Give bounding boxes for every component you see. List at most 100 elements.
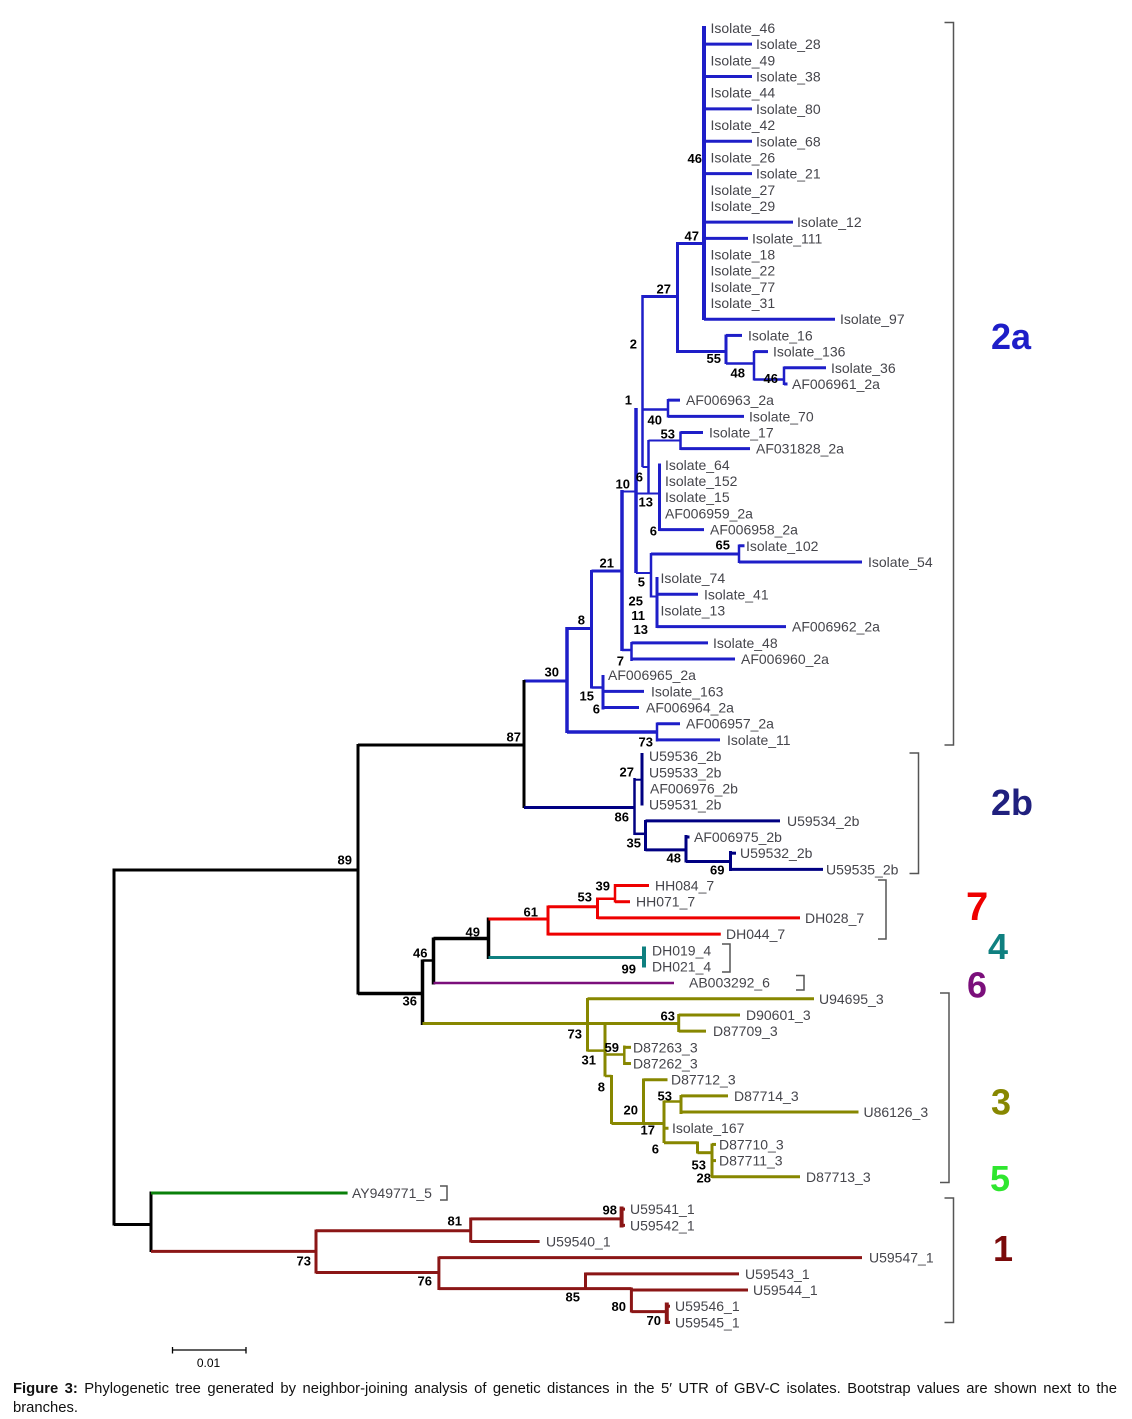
svg-text:59: 59	[605, 1040, 619, 1055]
svg-text:86: 86	[615, 810, 629, 825]
svg-text:AF006975_2b: AF006975_2b	[694, 829, 782, 845]
svg-text:Isolate_29: Isolate_29	[711, 198, 776, 214]
svg-text:2b: 2b	[991, 782, 1033, 823]
svg-text:Isolate_68: Isolate_68	[756, 133, 821, 149]
svg-text:U59546_1: U59546_1	[675, 1298, 740, 1314]
svg-text:Isolate_163: Isolate_163	[651, 683, 724, 699]
svg-text:15: 15	[580, 689, 594, 704]
svg-text:Isolate_167: Isolate_167	[672, 1120, 745, 1136]
svg-text:Isolate_102: Isolate_102	[746, 538, 819, 554]
svg-text:D87263_3: D87263_3	[633, 1039, 698, 1055]
svg-text:99: 99	[622, 962, 636, 977]
svg-text:31: 31	[582, 1053, 596, 1068]
svg-text:HH071_7: HH071_7	[636, 894, 695, 910]
svg-text:73: 73	[297, 1254, 311, 1269]
svg-text:11: 11	[631, 608, 645, 623]
svg-text:61: 61	[524, 905, 538, 920]
svg-text:25: 25	[629, 594, 643, 609]
svg-text:Isolate_74: Isolate_74	[661, 570, 726, 586]
svg-text:U59534_2b: U59534_2b	[787, 813, 860, 829]
svg-text:Isolate_11: Isolate_11	[727, 732, 791, 748]
svg-text:98: 98	[603, 1203, 617, 1218]
svg-text:47: 47	[685, 229, 699, 244]
svg-text:8: 8	[578, 613, 585, 628]
svg-text:Isolate_27: Isolate_27	[711, 182, 776, 198]
svg-text:D87709_3: D87709_3	[713, 1023, 778, 1039]
svg-text:U59541_1: U59541_1	[630, 1201, 695, 1217]
svg-text:DH021_4: DH021_4	[652, 958, 711, 974]
svg-text:1: 1	[625, 393, 632, 408]
svg-text:13: 13	[639, 495, 653, 510]
svg-text:U59543_1: U59543_1	[745, 1266, 810, 1282]
svg-text:48: 48	[731, 366, 745, 381]
svg-text:55: 55	[707, 351, 721, 366]
svg-text:U59532_2b: U59532_2b	[740, 845, 813, 861]
svg-text:U59542_1: U59542_1	[630, 1217, 695, 1233]
svg-text:Isolate_70: Isolate_70	[749, 408, 814, 424]
svg-text:U59536_2b: U59536_2b	[649, 748, 722, 764]
svg-text:Isolate_136: Isolate_136	[773, 344, 846, 360]
svg-text:AF006957_2a: AF006957_2a	[686, 716, 774, 732]
svg-text:87: 87	[507, 730, 521, 745]
svg-text:69: 69	[710, 863, 724, 878]
svg-text:65: 65	[716, 538, 730, 553]
svg-text:AF031828_2a: AF031828_2a	[756, 441, 844, 457]
svg-text:U59545_1: U59545_1	[675, 1314, 740, 1330]
svg-text:AF006963_2a: AF006963_2a	[686, 392, 774, 408]
svg-text:DH019_4: DH019_4	[652, 942, 711, 958]
svg-text:1: 1	[993, 1228, 1013, 1269]
svg-text:53: 53	[658, 1089, 672, 1104]
svg-text:10: 10	[616, 477, 630, 492]
svg-text:8: 8	[598, 1080, 605, 1095]
svg-text:46: 46	[688, 151, 702, 166]
svg-text:4: 4	[988, 926, 1008, 967]
svg-text:Isolate_28: Isolate_28	[756, 36, 821, 52]
svg-text:30: 30	[545, 665, 559, 680]
svg-text:Isolate_31: Isolate_31	[711, 295, 776, 311]
svg-text:7: 7	[617, 654, 624, 669]
svg-text:Isolate_38: Isolate_38	[756, 69, 821, 85]
svg-text:AF006959_2a: AF006959_2a	[665, 505, 753, 521]
svg-text:Isolate_13: Isolate_13	[661, 602, 726, 618]
svg-text:27: 27	[657, 282, 671, 297]
svg-text:DH028_7: DH028_7	[805, 910, 864, 926]
svg-text:53: 53	[578, 890, 592, 905]
svg-text:U59531_2b: U59531_2b	[649, 797, 722, 813]
svg-text:AF006961_2a: AF006961_2a	[792, 376, 880, 392]
svg-text:Isolate_54: Isolate_54	[868, 554, 933, 570]
svg-text:Isolate_22: Isolate_22	[711, 263, 776, 279]
svg-text:Isolate_152: Isolate_152	[665, 473, 738, 489]
svg-text:89: 89	[338, 853, 352, 868]
svg-text:5: 5	[638, 575, 645, 590]
svg-text:7: 7	[966, 885, 988, 929]
svg-text:17: 17	[641, 1123, 655, 1138]
svg-text:U59533_2b: U59533_2b	[649, 764, 722, 780]
svg-text:U59540_1: U59540_1	[546, 1234, 611, 1250]
svg-text:D87710_3: D87710_3	[719, 1136, 784, 1152]
svg-text:D87713_3: D87713_3	[806, 1169, 871, 1185]
svg-text:U59547_1: U59547_1	[869, 1250, 934, 1266]
svg-text:U94695_3: U94695_3	[819, 991, 884, 1007]
svg-text:6: 6	[652, 1142, 659, 1157]
svg-text:U86126_3: U86126_3	[864, 1104, 929, 1120]
svg-text:63: 63	[661, 1009, 675, 1024]
svg-text:2: 2	[630, 337, 637, 352]
svg-text:5: 5	[990, 1158, 1010, 1199]
svg-text:AF006958_2a: AF006958_2a	[710, 522, 798, 538]
svg-text:D90601_3: D90601_3	[746, 1007, 811, 1023]
svg-text:2a: 2a	[991, 316, 1032, 357]
svg-text:85: 85	[566, 1290, 580, 1305]
svg-text:AB003292_6: AB003292_6	[689, 975, 770, 991]
svg-text:20: 20	[624, 1103, 638, 1118]
svg-text:53: 53	[661, 427, 675, 442]
svg-text:Isolate_77: Isolate_77	[711, 279, 776, 295]
svg-text:Isolate_16: Isolate_16	[748, 327, 813, 343]
svg-text:Isolate_15: Isolate_15	[665, 489, 730, 505]
svg-text:Isolate_17: Isolate_17	[709, 425, 774, 441]
svg-text:73: 73	[639, 735, 653, 750]
svg-text:Isolate_36: Isolate_36	[831, 360, 896, 376]
svg-text:40: 40	[648, 413, 662, 428]
svg-text:Isolate_12: Isolate_12	[797, 214, 862, 230]
svg-text:D87712_3: D87712_3	[671, 1072, 736, 1088]
svg-text:80: 80	[612, 1299, 626, 1314]
